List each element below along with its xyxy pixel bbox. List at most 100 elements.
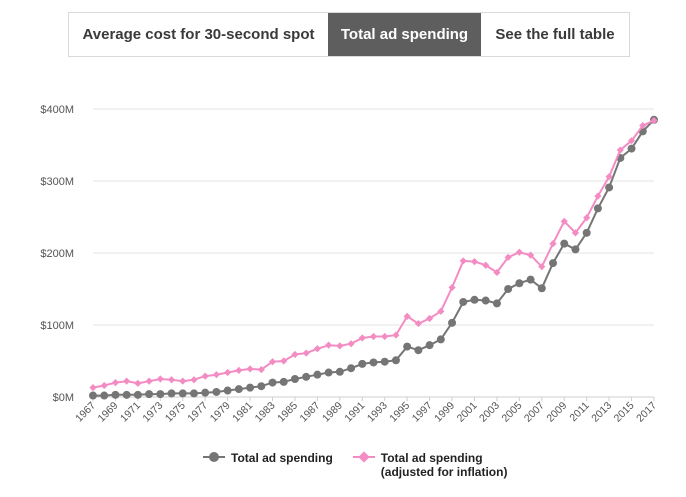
data-point[interactable] [291,350,299,359]
data-point[interactable] [560,217,568,225]
data-point[interactable] [179,377,187,385]
data-point[interactable] [526,275,535,284]
data-point[interactable] [223,386,232,395]
data-point[interactable] [347,364,356,373]
data-point[interactable] [134,379,142,387]
data-point[interactable] [560,239,569,248]
data-point[interactable] [492,299,501,308]
data-point[interactable] [459,297,468,306]
data-point[interactable] [100,391,109,400]
data-point[interactable] [313,345,321,353]
data-point[interactable] [235,366,243,374]
data-point[interactable] [324,368,333,377]
data-point[interactable] [391,356,400,365]
data-point[interactable] [347,340,355,348]
data-point[interactable] [280,357,288,365]
legend-item-total[interactable]: Total ad spending [203,451,333,479]
data-point[interactable] [627,137,636,145]
legend-item-inflation[interactable]: Total ad spending (adjusted for inflatio… [352,451,507,479]
data-point[interactable] [369,358,378,367]
data-point[interactable] [571,229,580,237]
data-point[interactable] [290,375,299,383]
tab-full-table[interactable]: See the full table [495,26,615,43]
data-point[interactable] [448,318,457,327]
data-point[interactable] [336,342,344,350]
data-point[interactable] [436,335,445,344]
data-point[interactable] [627,144,636,153]
data-point[interactable] [123,377,131,385]
data-point[interactable] [257,382,266,391]
data-point[interactable] [156,390,165,399]
data-point[interactable] [414,319,422,328]
data-point[interactable] [279,377,288,386]
data-point[interactable] [189,389,198,398]
data-point[interactable] [616,146,624,154]
data-point[interactable] [470,295,479,304]
data-point[interactable] [246,365,254,373]
data-point[interactable] [201,372,209,380]
data-point[interactable] [403,312,411,320]
data-point[interactable] [481,296,490,305]
data-point[interactable] [224,368,232,377]
data-point[interactable] [639,121,647,130]
data-point[interactable] [380,357,389,366]
data-point[interactable] [425,341,434,350]
data-point[interactable] [650,116,658,125]
data-point[interactable] [403,342,412,351]
data-point[interactable] [549,240,557,248]
data-point[interactable] [358,359,367,368]
data-point[interactable] [537,284,546,293]
data-point[interactable] [302,349,310,357]
data-point[interactable] [122,390,131,399]
data-point[interactable] [582,228,591,237]
data-point[interactable] [133,390,142,399]
data-point[interactable] [212,387,221,396]
data-point[interactable] [313,370,322,379]
data-point[interactable] [459,257,467,265]
data-point[interactable] [470,258,479,266]
data-point[interactable] [493,268,501,277]
data-point[interactable] [201,388,210,397]
data-point[interactable] [268,378,277,387]
data-point[interactable] [605,173,613,181]
data-point[interactable] [111,390,120,399]
data-point[interactable] [190,376,198,384]
data-point[interactable] [482,261,490,269]
data-point[interactable] [605,183,614,192]
data-point[interactable] [381,332,389,341]
data-point[interactable] [302,372,311,381]
data-point[interactable] [167,389,176,398]
data-point[interactable] [583,214,591,222]
data-point[interactable] [571,245,580,254]
tab-total-ad-spending[interactable]: Total ad spending [328,13,481,56]
data-point[interactable] [89,384,97,392]
data-point[interactable] [515,248,523,256]
data-point[interactable] [156,375,164,383]
data-point[interactable] [145,377,153,385]
data-point[interactable] [526,251,535,259]
data-point[interactable] [538,263,546,271]
tab-average-cost[interactable]: Average cost for 30-second spot [82,26,315,43]
data-point[interactable] [167,376,176,384]
data-point[interactable] [178,389,187,398]
data-point[interactable] [549,259,558,268]
data-point[interactable] [234,385,243,394]
data-point[interactable] [504,285,513,293]
data-point[interactable] [268,358,277,366]
data-point[interactable] [369,332,378,341]
data-point[interactable] [325,341,333,349]
data-point[interactable] [257,366,265,374]
data-point[interactable] [414,346,423,355]
data-point[interactable] [437,307,445,315]
data-point[interactable] [246,383,255,392]
data-point[interactable] [145,390,154,399]
data-point[interactable] [358,334,366,342]
data-point[interactable] [100,381,108,390]
data-point[interactable] [504,253,512,261]
data-point[interactable] [335,367,344,376]
data-point[interactable] [111,379,120,387]
data-point[interactable] [594,192,602,200]
data-point[interactable] [89,391,97,400]
data-point[interactable] [212,371,221,379]
data-point[interactable] [392,331,400,339]
